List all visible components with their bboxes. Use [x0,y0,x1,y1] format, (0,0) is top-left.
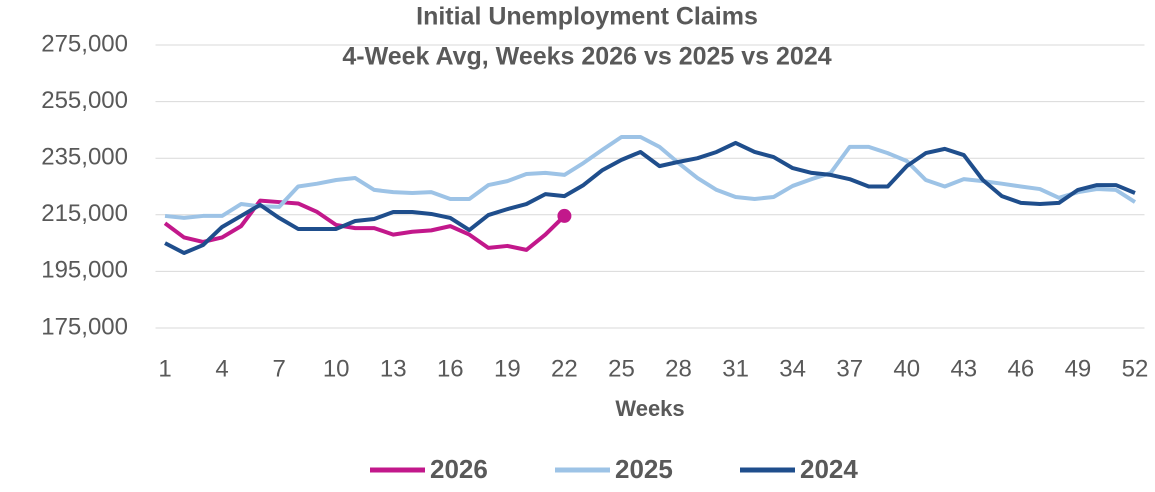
legend-label: 2025 [615,454,673,484]
y-tick-label: 275,000 [41,30,128,57]
last-point-marker [557,208,572,223]
series-line [164,140,1136,256]
x-tick-label: 7 [272,355,285,382]
legend-label: 2026 [430,454,488,484]
x-tick-label: 40 [893,355,920,382]
x-tick-label: 4 [215,355,228,382]
x-tick-label: 43 [950,355,977,382]
x-tick-label: 19 [494,355,521,382]
series-line [164,134,1137,220]
y-tick-label: 255,000 [41,87,128,114]
chart-subtitle: 4-Week Avg, Weeks 2026 vs 2025 vs 2024 [342,43,831,71]
x-tick-label: 52 [1122,355,1149,382]
x-tick-label: 34 [779,355,806,382]
x-tick-label: 1 [158,355,171,382]
x-tick-label: 28 [665,355,692,382]
x-tick-label: 13 [380,355,407,382]
y-tick-label: 175,000 [41,313,128,340]
x-tick-label: 10 [323,355,350,382]
x-tick-label: 22 [551,355,578,382]
x-tick-label: 16 [437,355,464,382]
y-tick-label: 195,000 [41,257,128,284]
x-tick-label: 31 [722,355,749,382]
x-axis-label: Weeks [615,396,684,421]
chart-title: Initial Unemployment Claims [416,3,758,31]
series-line [163,198,566,252]
y-tick-label: 215,000 [41,200,128,227]
x-tick-label: 46 [1008,355,1035,382]
x-tick-label: 25 [608,355,635,382]
x-tick-label: 37 [836,355,863,382]
legend-label: 2024 [800,454,858,484]
y-tick-label: 235,000 [41,144,128,171]
x-tick-label: 49 [1065,355,1092,382]
